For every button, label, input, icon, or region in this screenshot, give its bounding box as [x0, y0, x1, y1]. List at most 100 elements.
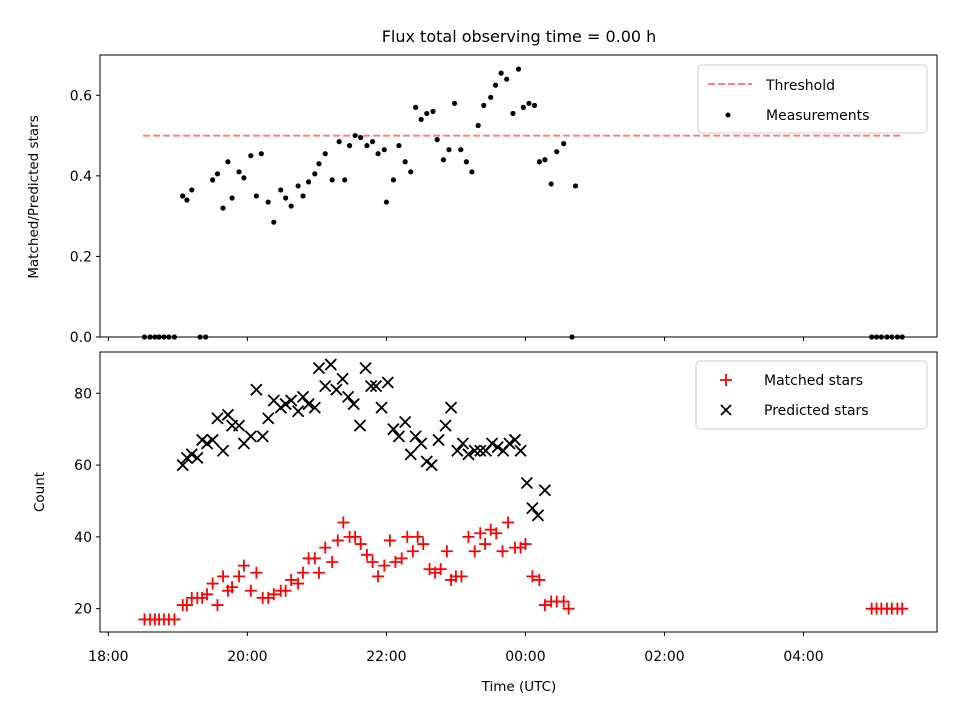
predicted-star-point [439, 419, 452, 432]
measurement-point [569, 334, 575, 340]
matched-star-point [337, 516, 350, 529]
predicted-star-point [191, 451, 204, 465]
predicted-star-point [347, 397, 360, 411]
matched-star-point [896, 602, 909, 615]
predicted-star-point [291, 405, 305, 418]
bottom-axes: 18:00 20:00 22:00 00:00 02:00 04:00 20 40 60 80 [74, 351, 938, 665]
predicted-star-point [364, 379, 378, 393]
predicted-star-point [369, 379, 383, 393]
matched-star-point [296, 566, 309, 579]
matched-star-point [538, 599, 551, 612]
x-tick-label: 20:00 [227, 649, 267, 665]
measurement-point [203, 334, 209, 340]
top-y-tick-label: 0.6 [70, 88, 92, 104]
measurement-point [236, 169, 242, 175]
measurement-point [561, 141, 567, 147]
measurement-point [283, 195, 289, 201]
matched-star-point [331, 534, 344, 547]
measurement-point [171, 334, 177, 340]
matched-star-point [366, 556, 379, 568]
measurement-point [271, 219, 277, 225]
matched-star-point [395, 552, 408, 565]
matched-star-point [349, 530, 362, 543]
matched-star-point [557, 595, 570, 608]
x-tick-label: 18:00 [88, 649, 128, 665]
matched-star-point [326, 556, 339, 568]
bottom-ylabel: Count [32, 472, 48, 512]
measurement-point [358, 134, 364, 141]
measurement-point [352, 132, 358, 139]
measurement-point [554, 149, 560, 155]
measurement-point [305, 179, 312, 185]
predicted-star-point [456, 437, 470, 450]
measurement-point [156, 334, 162, 340]
matched-star-point [319, 541, 332, 554]
measurement-point [166, 334, 172, 340]
predicted-star-point [200, 437, 214, 450]
measurement-point [141, 334, 148, 340]
measurement-point [899, 334, 905, 340]
matched-star-point [250, 566, 263, 579]
measurement-point [526, 100, 532, 106]
measurement-point [469, 169, 475, 175]
predicted-star-point [244, 430, 257, 443]
predicted-star-point [342, 390, 355, 404]
matched-star-point [474, 527, 487, 540]
predicted-star-point [538, 484, 552, 497]
measurement-point [458, 147, 464, 153]
matched-star-point [180, 599, 193, 612]
chart-title: Flux total observing time = 0.00 h [382, 27, 657, 46]
predicted-star-point [359, 362, 372, 375]
matched-star-point [217, 570, 230, 583]
predicted-star-point [485, 437, 499, 450]
predicted-star-point [474, 444, 487, 457]
top-y-tick-label: 0.0 [70, 330, 92, 346]
measurement-point [878, 334, 884, 340]
measurement-point [189, 187, 195, 193]
matched-star-point [244, 584, 257, 597]
measurement-point [396, 143, 402, 149]
matched-star-point [440, 545, 453, 558]
measurement-point [210, 177, 216, 183]
matched-star-point [279, 584, 292, 597]
measurement-point [225, 159, 231, 165]
measurement-point [336, 139, 342, 145]
predicted-star-point [381, 376, 394, 389]
measurement-point [248, 153, 254, 159]
measurement-point [390, 177, 396, 183]
bottom-legend-box [695, 360, 928, 430]
measurement-point [884, 334, 890, 340]
measurement-point [451, 100, 458, 106]
measurement-point [889, 334, 895, 340]
measurement-point [531, 102, 538, 108]
predicted-star-point [392, 430, 406, 443]
matched-star-point [312, 566, 325, 579]
top-legend-box [697, 64, 928, 134]
x-tick-label: 04:00 [783, 649, 823, 665]
matched-star-point [434, 563, 447, 576]
bottom-y-tick-label: 40 [74, 530, 92, 546]
predicted-star-point [206, 433, 219, 447]
measurement-point [253, 193, 260, 199]
measurement-point [214, 171, 221, 177]
predicted-star-point [319, 379, 332, 393]
measurement-point [258, 151, 264, 157]
predicted-star-point [330, 383, 343, 396]
matched-star-point [383, 534, 396, 547]
matched-star-point [526, 570, 539, 583]
predicted-star-point [308, 401, 321, 414]
top-y-tick-label: 0.2 [70, 249, 92, 265]
predicted-star-point [491, 440, 504, 454]
measurement-point [536, 159, 542, 165]
predicted-star-point [387, 423, 400, 436]
predicted-star-point [336, 372, 349, 386]
measurement-point [229, 195, 235, 201]
legend-matched-marker [720, 374, 732, 386]
legend-matched-label: Matched stars [764, 373, 863, 389]
legend-measurements-label: Measurements [766, 108, 869, 124]
measurement-point [430, 108, 436, 114]
measurement-point [873, 334, 880, 340]
predicted-star-point [514, 444, 527, 457]
measurement-point [316, 161, 322, 167]
